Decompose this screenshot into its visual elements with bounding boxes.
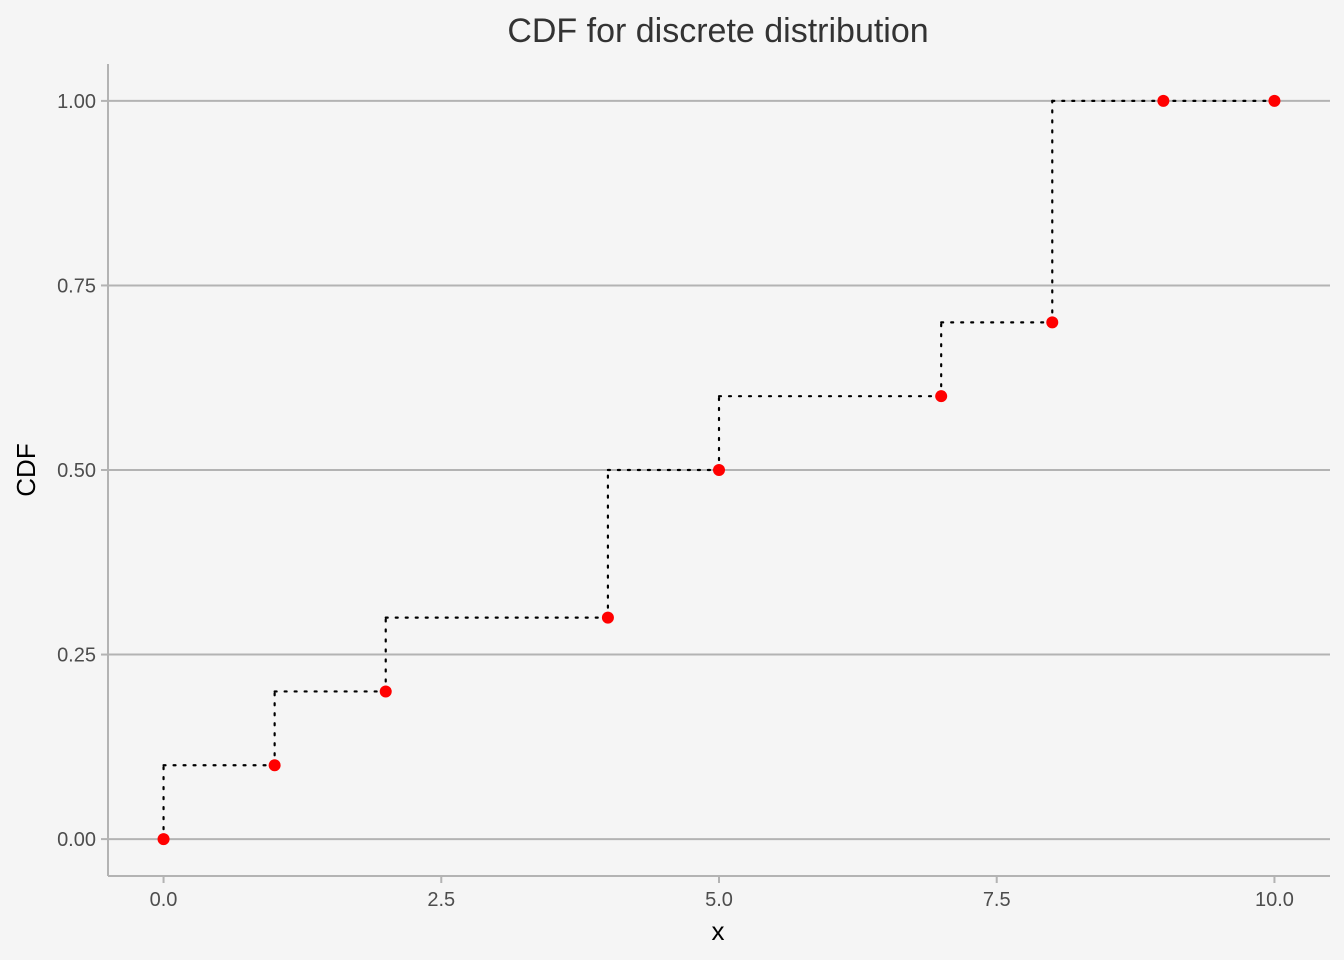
y-tick-label: 0.00 <box>57 829 96 851</box>
data-point <box>157 833 170 846</box>
data-point <box>601 611 614 624</box>
data-point <box>268 759 281 772</box>
axis-ticks: 0.00 0.25 0.50 0.75 1.00 0.0 2.5 5.0 7.5 10.0 <box>57 91 1294 911</box>
x-tick-label: 2.5 <box>427 889 455 911</box>
x-tick-label: 10.0 <box>1255 889 1294 911</box>
y-tick-label: 0.75 <box>57 275 96 297</box>
data-point <box>1157 94 1170 107</box>
x-axis-label: x <box>712 916 725 946</box>
data-point <box>935 390 948 403</box>
y-tick-label: 0.50 <box>57 460 96 482</box>
y-tick-label: 1.00 <box>57 91 96 113</box>
y-tick-label: 0.25 <box>57 645 96 667</box>
data-point <box>379 685 392 698</box>
data-point <box>1046 316 1059 329</box>
x-tick-label: 5.0 <box>705 889 733 911</box>
data-points <box>157 94 1281 846</box>
step-lines <box>162 99 1276 841</box>
x-tick-label: 0.0 <box>150 889 178 911</box>
y-axis-label: CDF <box>11 443 41 496</box>
data-point <box>713 464 725 476</box>
chart-title: CDF for discrete distribution <box>507 12 928 50</box>
data-point <box>1268 94 1281 107</box>
x-tick-label: 7.5 <box>983 889 1011 911</box>
